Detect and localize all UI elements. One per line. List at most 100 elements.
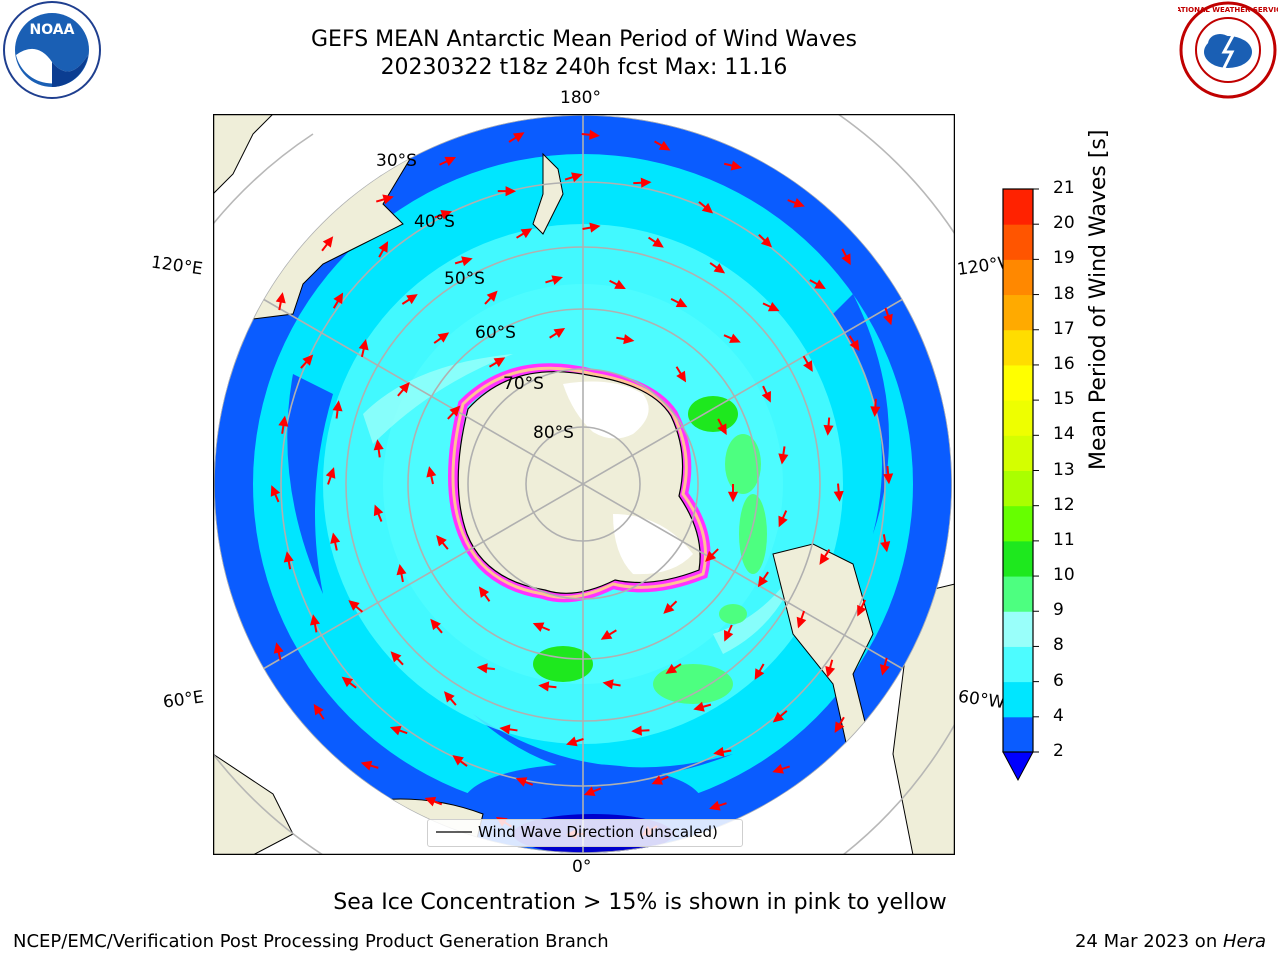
lon-label-0: 0° [572,857,592,877]
lat-label-80s: 80°S [533,423,574,443]
wave-arrow-head [478,586,490,598]
lat-label-70s: 70°S [503,374,544,394]
wave-arrow-head [461,256,473,267]
noaa-logo-text: NOAA [30,22,75,38]
colorbar-tick-label: 10 [1053,565,1075,586]
wave-arrow-head [426,466,437,478]
colorbar-tick-label: 14 [1053,424,1075,445]
wave-arrow-head [283,551,294,563]
wave-arrow-head [651,775,664,785]
colorbar-band [1003,189,1033,225]
wave-arrow-head [358,339,369,351]
colorbar-band [1003,364,1033,401]
wave-arrow-head [437,332,450,343]
wave-arrow-head [378,241,389,253]
wave-arrow-head [623,334,635,345]
wave-arrow-head [348,600,360,611]
wave-arrow-head [757,575,768,588]
wave-arrow-head [652,237,664,248]
colorbar-tick-label: 18 [1053,283,1075,304]
wave-arrow-head [440,210,452,220]
wave-arrow-head [389,725,402,736]
colorbar-band [1003,681,1033,718]
colorbar-band [1003,716,1033,753]
wave-arrow-head [834,721,845,733]
wave-arrow-head [449,405,461,417]
wave-arrow-head [857,604,867,617]
lat-label-30s: 30°S [376,151,417,171]
colorbar-tick-label: 9 [1053,600,1064,621]
colorbar-band [1003,611,1033,647]
lon-label-180: 180° [560,88,601,108]
wave-arrow-head [302,354,314,366]
wave-arrow-head [571,172,583,183]
map-legend: Wind Wave Direction (unscaled) [427,819,743,847]
wave-arrow-head [833,490,844,502]
polar-map [213,114,955,855]
legend-label: Wind Wave Direction (unscaled) [478,823,718,841]
wave-arrow-head [520,228,533,239]
wave-arrow-head [883,313,893,326]
nws-logo: NATIONAL WEATHER SERVICE [1170,0,1280,100]
wave-arrow-head [553,328,566,338]
wave-arrow-head [767,302,780,312]
chart-subtitle: 20230322 t18z 240h fcst Max: 11.16 [380,55,788,80]
colorbar-tick-label: 17 [1053,318,1075,339]
colorbar-band [1003,435,1033,471]
wave-arrow-head [330,532,341,544]
wave-arrow-head [778,515,788,528]
colorbar-under-arrow [1002,751,1034,782]
wave-arrow-head [493,357,506,368]
wave-arrow-head [772,764,784,774]
colorbar-band [1003,540,1033,577]
wave-direction-arrows [270,129,894,840]
wave-arrow-head [705,550,717,562]
footer-right: 24 Mar 2023 on Hera [1075,931,1266,952]
ross-ice-shelf [563,381,649,439]
colorbar-band [1003,505,1033,542]
wave-arrow-head [476,663,488,674]
wave-arrow-head [772,711,785,723]
wave-arrow-head [729,333,741,343]
wave-arrow-head [723,629,734,642]
sea-ice-note: Sea Ice Concentration > 15% is shown in … [333,890,947,915]
wave-arrow-head [275,292,286,304]
wave-arrow-head [760,236,773,248]
ronne-ice-shelf [613,514,693,575]
wave-arrow-head [424,796,437,807]
wave-arrow-head [870,406,881,418]
colorbar-band [1003,400,1033,436]
wave-arrow-head [278,415,289,427]
wave-arrow-head [793,198,805,208]
wave-arrow-head [373,439,384,451]
wave-arrow-head [823,424,834,436]
wave-arrow-head [515,777,528,787]
wave-arrow-head [325,467,336,479]
colorbar-tick-label: 20 [1053,213,1075,234]
wave-arrow-head [631,725,642,736]
wave-arrow-head [803,360,813,372]
wave-arrow-head [486,290,498,302]
chart-title: GEFS MEAN Antarctic Mean Period of Wind … [311,27,857,52]
wave-arrow-head [879,664,890,676]
wave-arrow-head [675,297,688,308]
land-outer-ll [213,753,294,855]
lat-label-40s: 40°S [414,212,455,232]
wave-arrow-head [583,786,596,796]
wave-arrow-head [588,129,600,140]
wave-arrow-head [436,535,447,547]
wave-arrow-head [566,736,578,747]
colorbar-band [1003,576,1033,612]
wave-arrow-head [390,651,402,663]
wave-arrow-head [341,676,354,688]
colorbar-tick-label: 15 [1053,389,1075,410]
wave-arrow-head [730,160,743,171]
colorbar-band [1003,470,1033,507]
land-outer-ul [213,114,274,195]
colorbar-tick-label: 8 [1053,635,1064,656]
wave-arrow-head [663,602,675,614]
wave-arrow-head [761,390,771,403]
footer-left: NCEP/EMC/Verification Post Processing Pr… [13,931,609,952]
colorbar-band [1003,329,1033,366]
colorbar [1002,188,1039,782]
